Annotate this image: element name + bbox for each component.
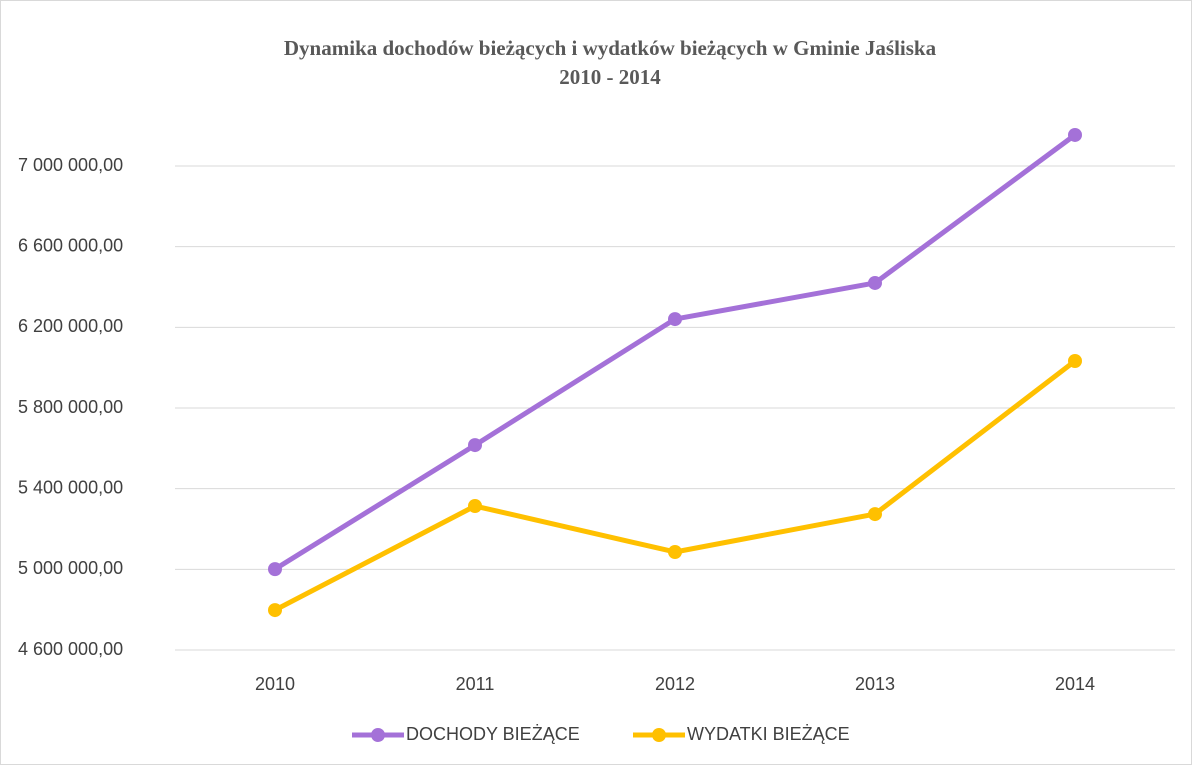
- data-point: [1068, 127, 1082, 142]
- y-tick-label: 6 200 000,00: [18, 316, 123, 336]
- x-tick-label: 2012: [655, 674, 695, 694]
- data-point: [1068, 354, 1082, 369]
- chart-title: Dynamika dochodów bieżących i wydatków b…: [284, 36, 937, 60]
- data-point: [668, 544, 682, 559]
- y-tick-label: 4 600 000,00: [18, 639, 123, 659]
- legend-label: DOCHODY BIEŻĄCE: [406, 724, 580, 744]
- legend-swatch: [371, 728, 385, 742]
- x-tick-label: 2010: [255, 674, 295, 694]
- legend-label: WYDATKI BIEŻĄCE: [687, 724, 850, 744]
- data-point: [468, 499, 482, 514]
- y-tick-label: 5 800 000,00: [18, 397, 123, 417]
- data-point: [268, 603, 282, 618]
- data-point: [868, 507, 882, 522]
- data-point: [268, 562, 282, 577]
- y-tick-label: 5 400 000,00: [18, 477, 123, 497]
- legend-swatch: [652, 728, 666, 742]
- x-tick-label: 2014: [1055, 674, 1095, 694]
- data-point: [868, 275, 882, 290]
- y-tick-label: 6 600 000,00: [18, 235, 123, 255]
- x-tick-label: 2011: [456, 674, 495, 694]
- x-tick-label: 2013: [855, 674, 895, 694]
- chart-title: 2010 - 2014: [559, 65, 661, 89]
- y-tick-label: 5 000 000,00: [18, 558, 123, 578]
- data-point: [668, 312, 682, 327]
- y-tick-label: 7 000 000,00: [18, 155, 123, 175]
- data-point: [468, 438, 482, 453]
